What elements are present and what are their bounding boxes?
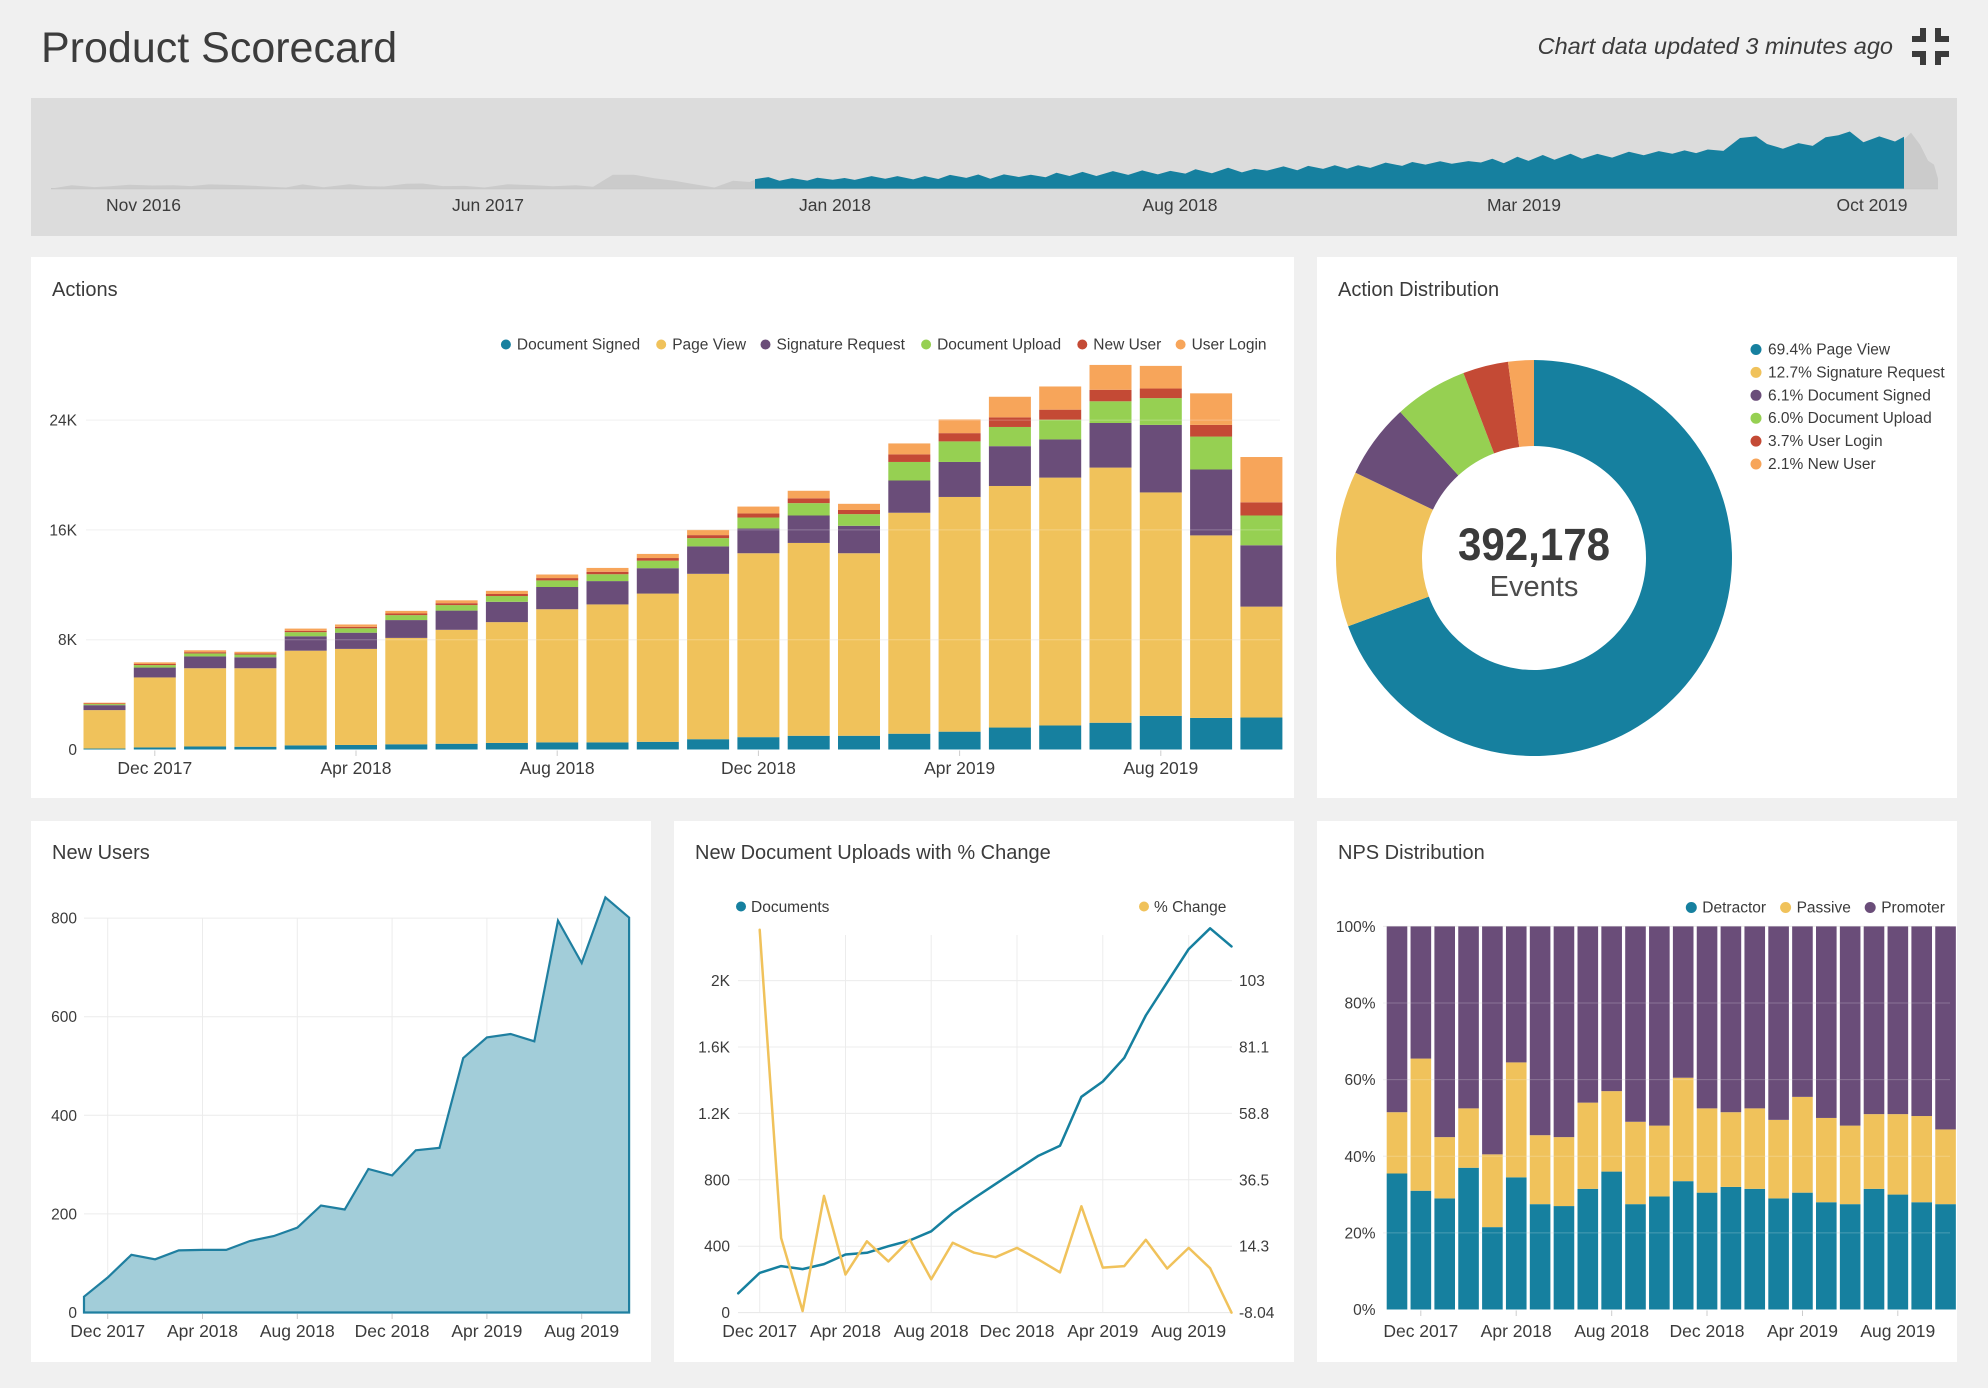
svg-text:400: 400 (704, 1239, 730, 1256)
svg-text:3.7% User Login: 3.7% User Login (1768, 433, 1883, 450)
svg-text:New User: New User (1093, 337, 1161, 354)
svg-text:6.0% Document Upload: 6.0% Document Upload (1768, 410, 1932, 427)
svg-text:Aug 2018: Aug 2018 (1143, 195, 1218, 215)
svg-text:Jun 2017: Jun 2017 (452, 195, 524, 215)
svg-text:Aug 2018: Aug 2018 (894, 1321, 969, 1341)
svg-text:58.8: 58.8 (1239, 1106, 1269, 1123)
svg-text:Apr 2018: Apr 2018 (810, 1321, 881, 1341)
svg-text:Promoter: Promoter (1881, 900, 1945, 917)
svg-text:Action Distribution: Action Distribution (1338, 279, 1499, 301)
svg-text:Dec 2017: Dec 2017 (70, 1321, 145, 1341)
svg-text:Dec 2017: Dec 2017 (117, 758, 192, 778)
svg-text:Document Signed: Document Signed (517, 337, 640, 354)
svg-text:Apr 2019: Apr 2019 (451, 1321, 522, 1341)
svg-text:Aug 2019: Aug 2019 (544, 1321, 619, 1341)
svg-text:60%: 60% (1344, 1072, 1375, 1089)
svg-text:392,178: 392,178 (1458, 519, 1610, 570)
svg-text:Events: Events (1490, 571, 1579, 603)
svg-text:Dec 2018: Dec 2018 (1670, 1321, 1745, 1341)
svg-text:Detractor: Detractor (1702, 900, 1766, 917)
svg-text:Apr 2018: Apr 2018 (320, 758, 391, 778)
svg-text:Page View: Page View (672, 337, 747, 354)
svg-text:Apr 2019: Apr 2019 (924, 758, 995, 778)
svg-text:Dec 2018: Dec 2018 (355, 1321, 430, 1341)
svg-text:600: 600 (51, 1009, 77, 1026)
svg-text:Aug 2019: Aug 2019 (1151, 1321, 1226, 1341)
svg-text:20%: 20% (1344, 1225, 1375, 1242)
svg-text:Aug 2019: Aug 2019 (1123, 758, 1198, 778)
svg-text:400: 400 (51, 1108, 77, 1125)
svg-text:100%: 100% (1336, 919, 1376, 936)
svg-text:200: 200 (51, 1206, 77, 1223)
svg-text:2.1% New User: 2.1% New User (1768, 456, 1876, 473)
svg-text:24K: 24K (49, 413, 77, 430)
svg-text:Apr 2018: Apr 2018 (167, 1321, 238, 1341)
svg-text:0%: 0% (1353, 1302, 1376, 1319)
svg-text:Apr 2019: Apr 2019 (1767, 1321, 1838, 1341)
svg-text:Aug 2018: Aug 2018 (1574, 1321, 1649, 1341)
svg-text:6.1% Document Signed: 6.1% Document Signed (1768, 387, 1931, 404)
svg-text:Passive: Passive (1797, 900, 1851, 917)
svg-text:Nov 2016: Nov 2016 (106, 195, 181, 215)
svg-text:Oct 2019: Oct 2019 (1836, 195, 1907, 215)
svg-text:Actions: Actions (52, 279, 118, 301)
svg-text:-8.04: -8.04 (1239, 1305, 1275, 1322)
svg-text:Mar 2019: Mar 2019 (1487, 195, 1561, 215)
svg-text:Aug 2018: Aug 2018 (520, 758, 595, 778)
svg-text:NPS Distribution: NPS Distribution (1338, 842, 1485, 864)
svg-text:Dec 2017: Dec 2017 (1383, 1321, 1458, 1341)
svg-text:1.2K: 1.2K (698, 1106, 731, 1123)
svg-text:36.5: 36.5 (1239, 1172, 1269, 1189)
svg-text:2K: 2K (711, 973, 731, 990)
svg-text:103: 103 (1239, 973, 1265, 990)
svg-text:0: 0 (68, 1305, 77, 1322)
svg-text:40%: 40% (1344, 1149, 1375, 1166)
svg-text:8K: 8K (58, 632, 78, 649)
svg-text:Documents: Documents (751, 899, 830, 916)
svg-text:Dec 2018: Dec 2018 (980, 1321, 1055, 1341)
svg-text:% Change: % Change (1154, 899, 1226, 916)
svg-text:User Login: User Login (1192, 337, 1267, 354)
svg-text:1.6K: 1.6K (698, 1040, 731, 1057)
svg-text:81.1: 81.1 (1239, 1040, 1269, 1057)
svg-text:Dec 2018: Dec 2018 (721, 758, 796, 778)
svg-text:Apr 2019: Apr 2019 (1067, 1321, 1138, 1341)
svg-text:Signature Request: Signature Request (777, 337, 906, 354)
svg-text:16K: 16K (49, 522, 77, 539)
svg-text:Apr 2018: Apr 2018 (1481, 1321, 1552, 1341)
svg-text:14.3: 14.3 (1239, 1239, 1269, 1256)
svg-text:Aug 2019: Aug 2019 (1860, 1321, 1935, 1341)
svg-text:Jan 2018: Jan 2018 (799, 195, 871, 215)
svg-text:Document Upload: Document Upload (937, 337, 1061, 354)
svg-text:Dec 2017: Dec 2017 (722, 1321, 797, 1341)
svg-text:New Users: New Users (52, 842, 150, 864)
svg-text:80%: 80% (1344, 996, 1375, 1013)
svg-text:Aug 2018: Aug 2018 (260, 1321, 335, 1341)
svg-text:New Document Uploads with % Ch: New Document Uploads with % Change (695, 842, 1051, 864)
svg-text:0: 0 (68, 742, 77, 759)
svg-text:800: 800 (704, 1172, 730, 1189)
svg-text:800: 800 (51, 911, 77, 928)
svg-text:0: 0 (721, 1305, 730, 1322)
svg-text:69.4% Page View: 69.4% Page View (1768, 342, 1891, 359)
svg-text:12.7% Signature Request: 12.7% Signature Request (1768, 364, 1945, 381)
